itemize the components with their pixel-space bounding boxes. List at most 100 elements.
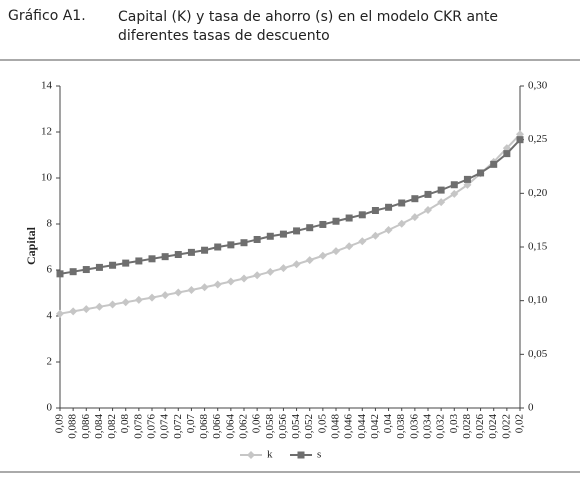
point: [371, 207, 379, 215]
y-tick-label: 0: [47, 402, 53, 414]
point: [200, 283, 209, 292]
point: [398, 199, 406, 207]
y2-tick-label: 0: [528, 402, 534, 414]
point: [161, 253, 169, 261]
point: [305, 256, 314, 265]
point: [174, 251, 182, 259]
point: [161, 291, 170, 300]
x-tick-label: 0,084: [93, 414, 105, 439]
x-tick-label: 0,078: [132, 414, 144, 439]
point: [69, 268, 77, 276]
x-tick-label: 0,048: [330, 414, 342, 439]
legend-marker: [297, 451, 305, 459]
x-tick-label: 0,058: [264, 414, 276, 439]
point: [69, 307, 78, 316]
x-tick-label: 0,038: [395, 414, 407, 439]
y-axis-label: Capital: [24, 226, 38, 265]
x-tick-label: 0,034: [422, 414, 434, 439]
figure-title: Capital (K) y tasa de ahorro (s) en el m…: [118, 9, 499, 44]
y-tick-label: 12: [41, 126, 52, 138]
y2-tick-label: 0,10: [528, 294, 548, 306]
point: [82, 266, 90, 274]
x-tick-label: 0,052: [303, 414, 315, 439]
point: [279, 230, 287, 238]
point: [306, 224, 314, 232]
point: [148, 293, 156, 302]
point: [240, 239, 248, 247]
x-tick-label: 0,044: [356, 414, 368, 439]
point: [121, 298, 130, 307]
figure-label: Gráfico A1.: [8, 8, 86, 24]
point: [345, 214, 353, 222]
point: [293, 227, 301, 235]
point: [516, 136, 524, 144]
y-tick-label: 10: [41, 172, 53, 184]
x-tick-label: 0,076: [146, 414, 158, 439]
point: [279, 264, 288, 273]
x-tick-label: 0,064: [224, 414, 236, 439]
x-tick-label: 0,028: [461, 414, 473, 439]
y-tick-label: 8: [47, 218, 53, 230]
x-tick-label: 0,036: [408, 414, 420, 439]
series-line: [59, 138, 521, 275]
x-tick-label: 0,024: [487, 414, 499, 439]
point: [384, 225, 393, 234]
point: [95, 263, 103, 271]
x-tick-label: 0,032: [435, 414, 447, 439]
point: [424, 190, 432, 198]
point: [214, 243, 222, 251]
point: [266, 267, 275, 276]
point: [95, 302, 104, 311]
y2-tick-label: 0,30: [528, 80, 548, 92]
point: [319, 220, 327, 228]
x-tick-label: 0,05: [316, 414, 328, 434]
point: [174, 288, 183, 297]
point: [134, 295, 143, 304]
x-tick-label: 0,072: [172, 414, 184, 439]
point: [424, 205, 432, 214]
point: [82, 305, 91, 314]
point: [463, 180, 472, 189]
y-tick-label: 14: [41, 80, 53, 92]
point: [240, 274, 248, 283]
x-tick-label: 0,08: [119, 414, 131, 434]
x-tick-label: 0,042: [369, 414, 381, 439]
point: [253, 271, 262, 280]
point: [477, 169, 485, 177]
x-tick-label: 0,054: [290, 414, 302, 439]
x-tick-label: 0,088: [67, 414, 79, 439]
x-tick-label: 0,09: [54, 414, 66, 434]
x-tick-label: 0,082: [106, 414, 118, 439]
point: [463, 175, 471, 183]
x-tick-label: 0,086: [80, 414, 92, 439]
point: [227, 241, 235, 249]
point: [108, 300, 117, 309]
point: [371, 231, 380, 240]
point: [503, 150, 511, 158]
point: [450, 181, 458, 189]
x-tick-label: 0,04: [382, 414, 394, 434]
point: [397, 219, 406, 228]
x-tick-label: 0,056: [277, 414, 289, 439]
point: [135, 257, 143, 265]
point: [332, 247, 340, 256]
point: [56, 270, 64, 278]
y-tick-label: 6: [47, 264, 53, 276]
point: [410, 213, 419, 222]
x-tick-label: 0,022: [500, 414, 512, 439]
x-tick-label: 0,066: [211, 414, 223, 439]
point: [187, 286, 196, 295]
point: [490, 160, 498, 168]
point: [437, 198, 446, 207]
point: [332, 217, 340, 225]
point: [437, 186, 445, 194]
x-tick-label: 0,026: [474, 414, 486, 439]
y-tick-label: 2: [47, 356, 53, 368]
legend-label: s: [317, 449, 321, 461]
x-tick-label: 0,062: [238, 414, 250, 439]
point: [226, 277, 235, 286]
x-tick-label: 0,02: [514, 414, 526, 433]
point: [201, 246, 209, 254]
point: [358, 237, 367, 246]
point: [292, 260, 301, 269]
